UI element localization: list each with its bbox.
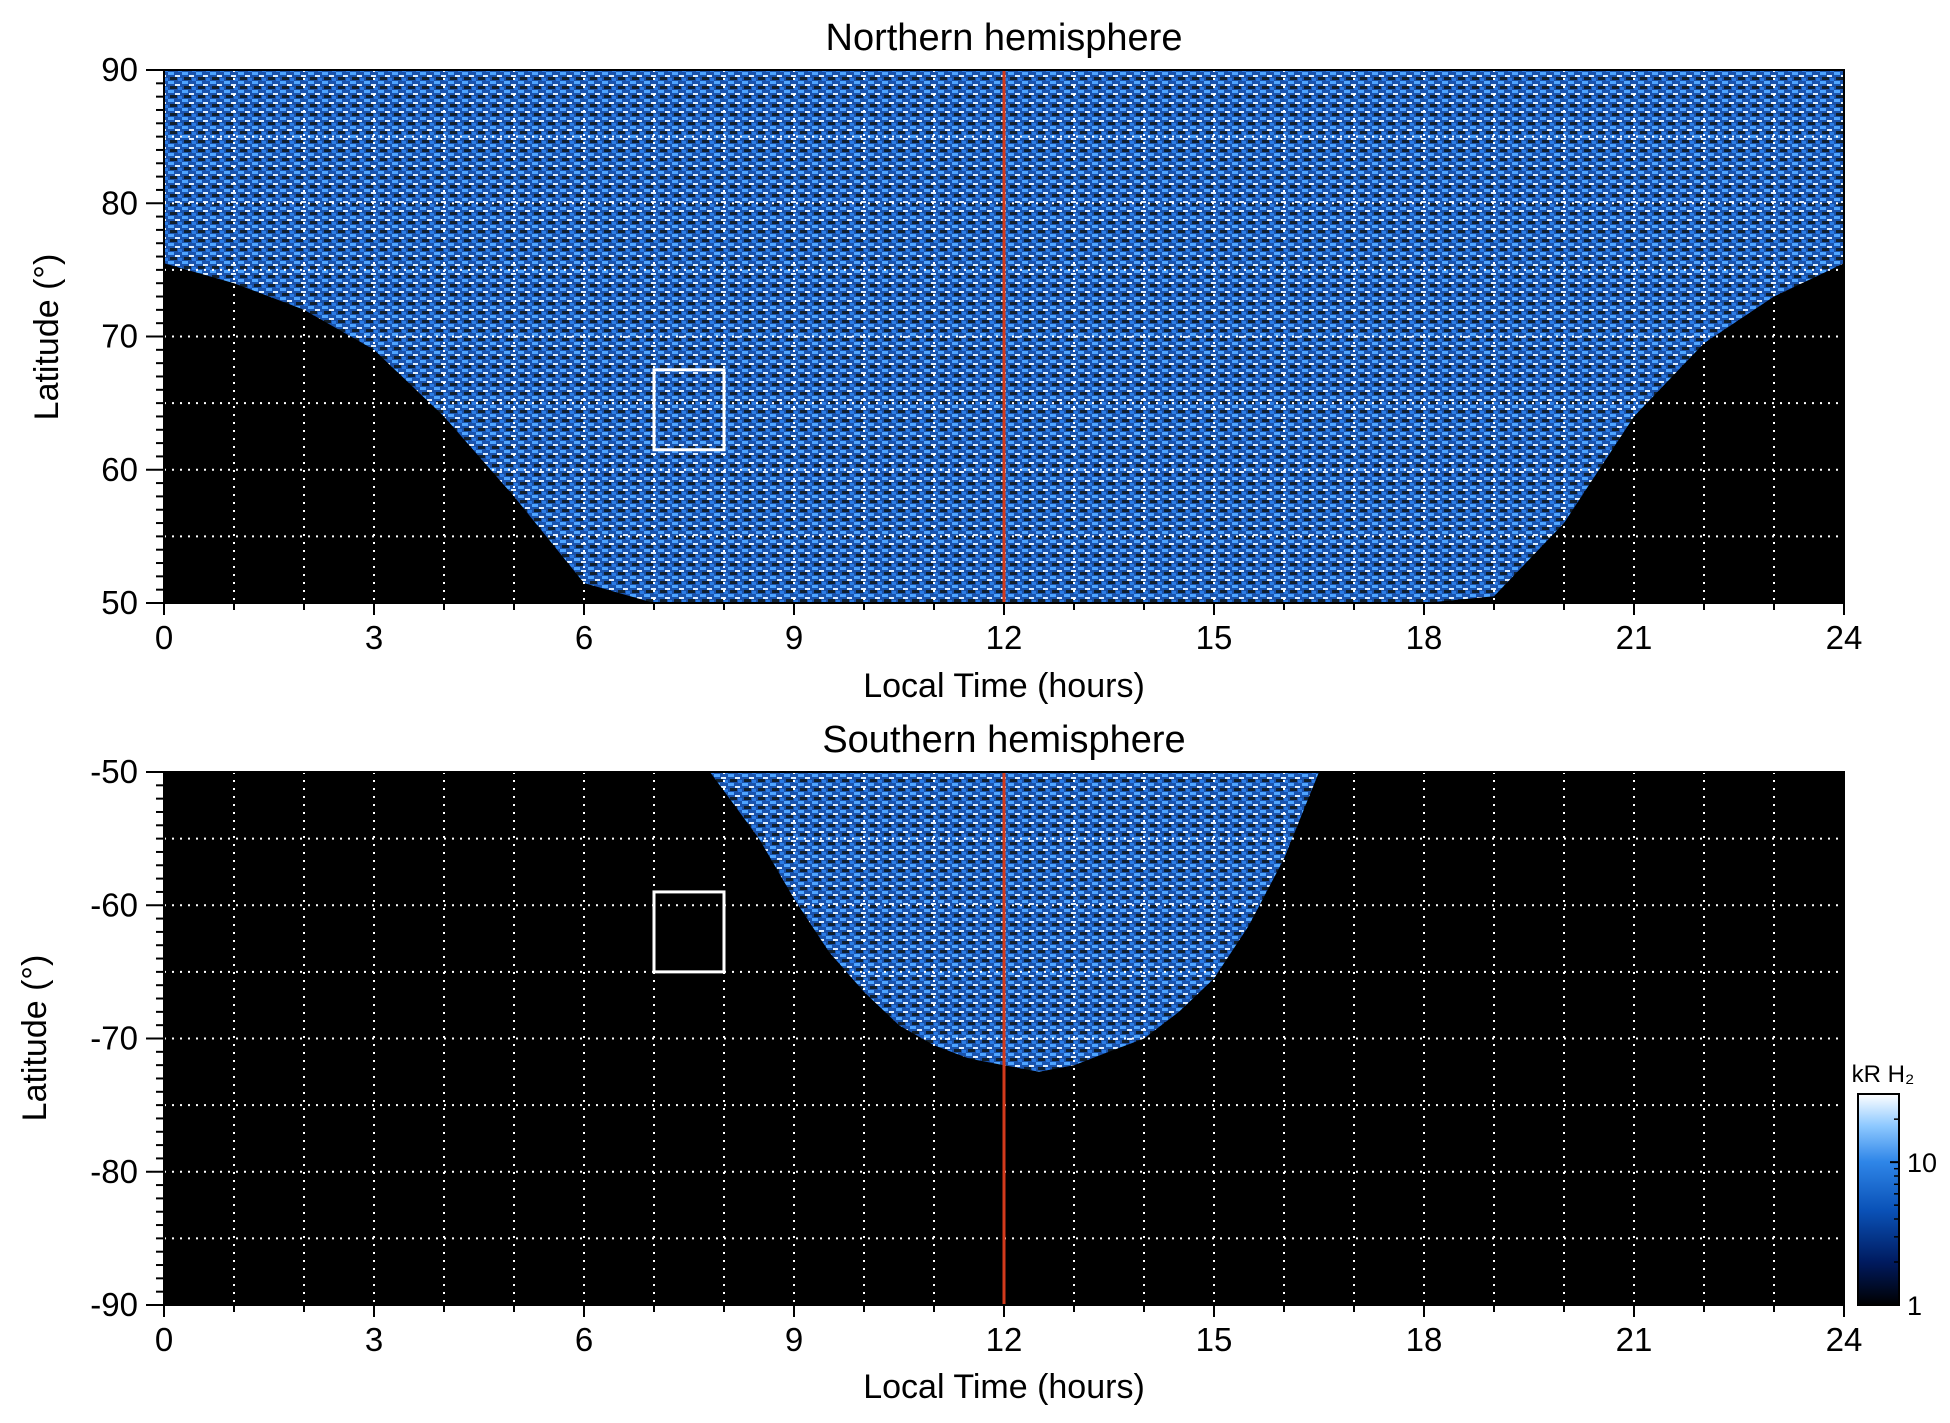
axes: 0 3 6 9 12 15 18 21 24 -90 -80 -70 -60 -50: [90, 753, 1862, 1358]
y-tick-label: -60: [90, 886, 138, 923]
x-tick-label: 15: [1196, 619, 1233, 656]
x-tick-label: 21: [1616, 1321, 1653, 1358]
x-tick-label: 9: [785, 619, 803, 656]
y-tick-label: 50: [101, 584, 138, 621]
x-tick-label: 6: [575, 619, 593, 656]
x-tick-label: 24: [1826, 619, 1863, 656]
colorbar-gradient: [1857, 1093, 1900, 1306]
y-tick-label: -80: [90, 1153, 138, 1190]
x-tick-label: 0: [155, 1321, 173, 1358]
y-tick-label: 70: [101, 318, 138, 355]
x-tick-label: 6: [575, 1321, 593, 1358]
x-axis-label: Local Time (hours): [863, 667, 1145, 705]
y-tick-label: 90: [101, 51, 138, 88]
colorbar-tick-label: 1: [1907, 1291, 1922, 1321]
x-tick-label: 18: [1406, 1321, 1443, 1358]
highlight-box: [652, 890, 726, 974]
y-tick-label: -50: [90, 753, 138, 790]
chart-title: Southern hemisphere: [822, 719, 1185, 761]
x-tick-label: 3: [365, 619, 383, 656]
x-tick-label: 24: [1826, 1321, 1863, 1358]
south-panel: Southern hemisphere 0 3 6 9 12 15 18 21 24 -90 -80…: [16, 719, 1862, 1406]
y-tick-label: -90: [90, 1286, 138, 1323]
colorbar-ticks: 1 10: [1890, 1118, 1937, 1321]
x-axis-label: Local Time (hours): [863, 1368, 1145, 1406]
x-tick-label: 0: [155, 619, 173, 656]
emission-coverage: [710, 772, 1319, 1072]
y-axis-label: Latitude (°): [16, 955, 54, 1122]
x-tick-label: 21: [1616, 619, 1653, 656]
x-tick-label: 18: [1406, 619, 1443, 656]
colorbar-tick-label: 10: [1907, 1148, 1937, 1178]
y-axis-label: Latitude (°): [28, 254, 66, 421]
x-tick-label: 12: [986, 619, 1023, 656]
highlight-box: [652, 368, 726, 452]
axes: 0 3 6 9 12 15 18 21 24 50 60 70 80 90: [101, 51, 1862, 656]
colorbar: kR H₂ 1 10: [1852, 1061, 1937, 1321]
x-tick-label: 9: [785, 1321, 803, 1358]
y-tick-label: 80: [101, 184, 138, 221]
colorbar-label: kR H₂: [1852, 1061, 1915, 1088]
x-tick-label: 12: [986, 1321, 1023, 1358]
chart-title: Northern hemisphere: [826, 17, 1183, 59]
emission-coverage-glow: [710, 772, 1319, 1072]
north-panel: Northern hemisphere 0 3 6 9 12 15 18 21 24 50 60 70…: [28, 17, 1862, 705]
y-tick-label: 60: [101, 451, 138, 488]
x-tick-label: 3: [365, 1321, 383, 1358]
y-tick-label: -70: [90, 1020, 138, 1057]
x-tick-label: 15: [1196, 1321, 1233, 1358]
